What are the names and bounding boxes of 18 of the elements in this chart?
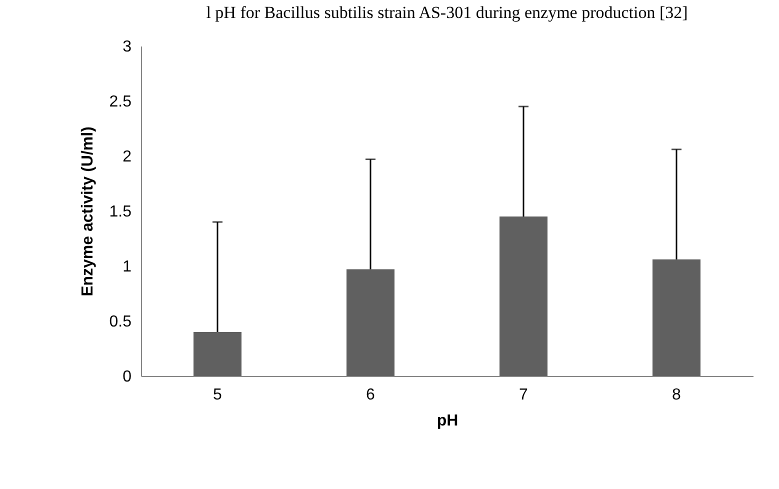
x-tick-label: 7 — [519, 386, 528, 404]
y-tick-label: 0 — [122, 368, 132, 386]
x-axis-title: pH — [436, 412, 458, 430]
x-tick-label: 6 — [366, 386, 376, 404]
chart-title: l pH for Bacillus subtilis strain AS-301 during enzyme production [32] — [206, 3, 688, 22]
y-axis-title: Enzyme activity (U/ml) — [79, 126, 96, 296]
bar — [500, 216, 548, 376]
y-tick-label: 0.5 — [109, 314, 132, 330]
x-tick-label: 5 — [213, 386, 222, 404]
x-tick-label: 8 — [672, 386, 682, 404]
y-tick-label: 3 — [122, 38, 132, 56]
y-tick-label: 2.5 — [109, 94, 132, 110]
y-tick-label: 1.5 — [109, 204, 132, 220]
bar — [652, 259, 700, 376]
bar — [346, 269, 394, 376]
y-tick-label: 2 — [122, 148, 132, 166]
bar — [194, 332, 242, 376]
y-tick-label: 1 — [122, 258, 132, 276]
